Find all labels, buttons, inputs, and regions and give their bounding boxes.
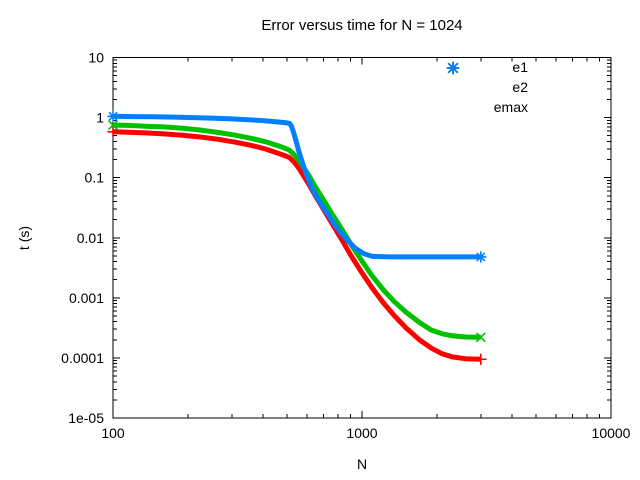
legend-item-emax: emax <box>420 61 528 117</box>
y-tick-label: 10 <box>88 50 104 66</box>
y-axis-label: t (s) <box>16 225 32 251</box>
chart-title: Error versus time for N = 1024 <box>261 17 463 34</box>
legend-label: e1 <box>512 59 528 75</box>
x-tick-label: 10000 <box>592 425 631 441</box>
legend-label: emax <box>493 99 528 115</box>
legend-item-e2: e2 <box>420 62 528 97</box>
asterisk-marker-icon <box>446 61 460 75</box>
x-tick-label: 1000 <box>346 425 377 441</box>
legend-item-e1: e1 <box>420 57 528 77</box>
y-tick-label: 0.0001 <box>61 350 104 366</box>
x-axis-label: N <box>356 456 368 472</box>
x-tick-label: 100 <box>101 425 125 441</box>
series-e2 <box>108 120 486 343</box>
y-tick-label: 1e-05 <box>68 410 104 426</box>
legend-label: e2 <box>512 79 528 95</box>
axis-ticks <box>112 57 612 419</box>
tick-labels: 100 1000 10000 10 1 0.1 0.01 0.001 0.0001 1e-05 <box>61 50 631 442</box>
series-emax <box>107 110 487 263</box>
legend: e1 e2 emax <box>420 57 528 117</box>
y-tick-label: 0.1 <box>85 170 105 186</box>
y-tick-label: 0.001 <box>69 290 104 306</box>
y-tick-label: 0.01 <box>77 230 104 246</box>
y-tick-label: 1 <box>96 110 104 126</box>
plot-frame <box>112 57 612 419</box>
